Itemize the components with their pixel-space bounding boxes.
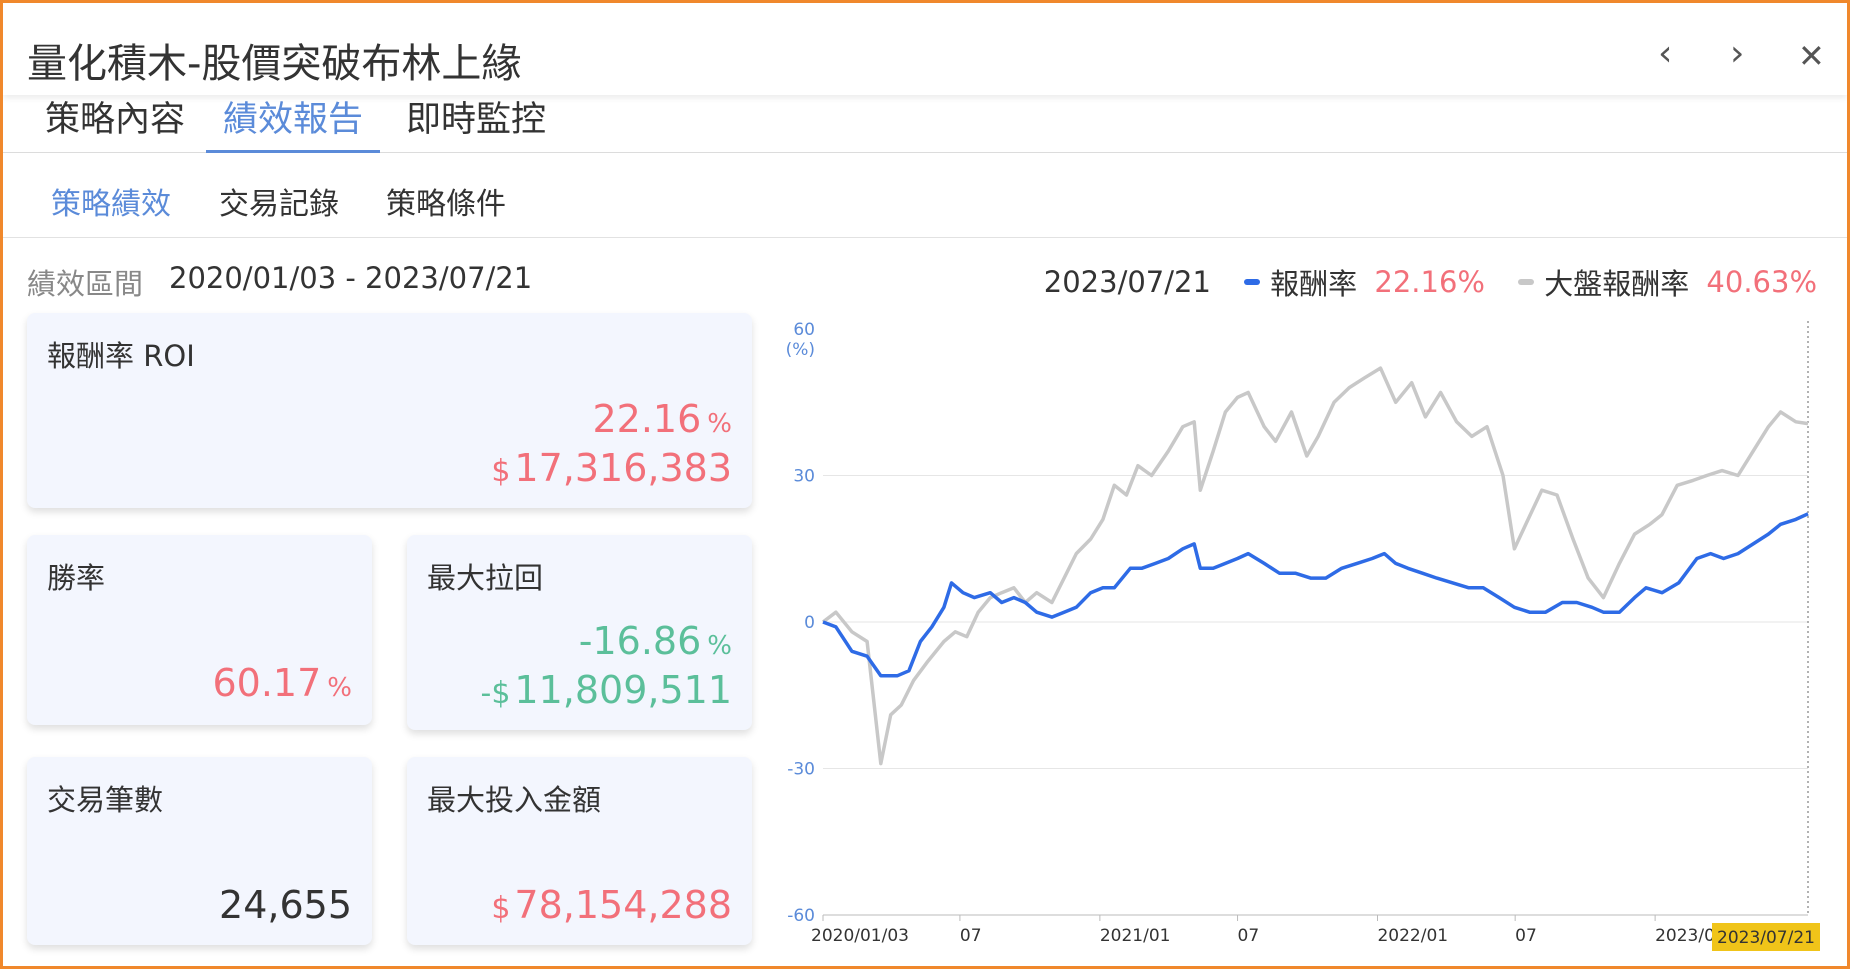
trade-count-value: 24,655 bbox=[219, 883, 352, 927]
legend-strategy-swatch bbox=[1244, 279, 1261, 285]
y-tick-label: -30 bbox=[787, 760, 815, 780]
win-rate-label: 勝率 bbox=[47, 561, 106, 595]
max-investment-amount: $78,154,288 bbox=[491, 883, 732, 927]
roi-percent-value: 22.16 bbox=[592, 397, 702, 441]
y-tick-label: -60 bbox=[787, 906, 815, 926]
max-drawdown-percent: -16.86% bbox=[579, 619, 732, 663]
strategy-return-line bbox=[822, 512, 1809, 678]
max-investment-value: 78,154,288 bbox=[514, 883, 732, 927]
close-icon[interactable]: ✕ bbox=[1798, 37, 1825, 75]
max-drawdown-amount-value: 11,809,511 bbox=[514, 668, 732, 712]
chevron-left-icon[interactable]: ‹ bbox=[1658, 33, 1673, 74]
x-tick-label: 07 bbox=[1515, 926, 1537, 946]
subtab-strategy-conditions[interactable]: 策略條件 bbox=[386, 187, 506, 222]
max-drawdown-amount: -$ 11,809,511 bbox=[481, 668, 733, 712]
tab-strategy-content[interactable]: 策略內容 bbox=[45, 100, 186, 140]
max-drawdown-label: 最大拉回 bbox=[427, 561, 544, 595]
win-rate-value: 60.17 bbox=[212, 661, 322, 705]
highlight-date-badge bbox=[1712, 923, 1820, 951]
roi-percent: 22.16% bbox=[592, 397, 732, 441]
max-investment-dollar-sign: $ bbox=[491, 891, 511, 926]
roi-dollar-sign: $ bbox=[491, 454, 511, 489]
window-title: 量化積木-股價突破布林上緣 bbox=[27, 41, 522, 87]
period-label: 績效區間 bbox=[27, 267, 144, 301]
legend-date: 2023/07/21 bbox=[1043, 265, 1211, 299]
chevron-right-icon[interactable]: › bbox=[1730, 33, 1745, 74]
x-tick-label: 2020/01/03 bbox=[811, 926, 909, 946]
legend-market-value: 40.63% bbox=[1706, 265, 1817, 299]
legend-strategy-label: 報酬率 bbox=[1270, 267, 1358, 301]
legend-market-label: 大盤報酬率 bbox=[1544, 267, 1690, 301]
sub-tabs: 策略績效 交易記錄 策略條件 bbox=[3, 153, 1847, 238]
subtab-strategy-performance[interactable]: 策略績效 bbox=[51, 187, 171, 222]
max-investment-card: 最大投入金額 $78,154,288 bbox=[407, 757, 752, 945]
main-tabs: 策略內容 績效報告 即時監控 bbox=[3, 95, 1847, 153]
subtab-trade-records[interactable]: 交易記錄 bbox=[219, 187, 339, 222]
tab-performance-report[interactable]: 績效報告 bbox=[206, 95, 381, 153]
x-tick-label: 2022/01 bbox=[1377, 926, 1448, 946]
y-unit-label: (%) bbox=[786, 340, 815, 360]
x-tick-label: 07 bbox=[1238, 926, 1260, 946]
x-tick-label: 2023/0 bbox=[1655, 926, 1715, 946]
trade-count-card: 交易筆數 24,655 bbox=[27, 757, 372, 945]
win-rate-card: 勝率 60.17% bbox=[27, 535, 372, 725]
tab-realtime-monitor[interactable]: 即時監控 bbox=[406, 100, 547, 140]
roi-card: 報酬率 ROI 22.16% $17,316,383 bbox=[27, 313, 752, 508]
max-drawdown-card: 最大拉回 -16.86% -$ 11,809,511 bbox=[407, 535, 752, 730]
max-drawdown-dollar-sign: -$ bbox=[480, 676, 511, 711]
chart-svg[interactable]: 60 30 0 -30 -60 (%) 2020/01/03 07 2021/01 07 2022/… bbox=[783, 309, 1847, 966]
legend-strategy-value: 22.16% bbox=[1374, 265, 1485, 299]
performance-chart[interactable]: 60 30 0 -30 -60 (%) 2020/01/03 07 2021/01 07 2022/… bbox=[783, 309, 1847, 966]
trade-count-label: 交易筆數 bbox=[47, 783, 164, 817]
x-tick-label: 2021/01 bbox=[1100, 926, 1171, 946]
max-drawdown-unit: % bbox=[707, 631, 732, 661]
y-tick-label: 60 bbox=[793, 320, 815, 340]
chart-legend: 2023/07/21 報酬率 22.16% 大盤報酬率 40.63% bbox=[1044, 261, 1817, 303]
highlight-date-label: 2023/07/21 bbox=[1717, 928, 1815, 948]
roi-percent-unit: % bbox=[707, 409, 732, 439]
period-value: 2020/01/03 - 2023/07/21 bbox=[169, 261, 533, 295]
roi-amount: $17,316,383 bbox=[491, 446, 732, 490]
roi-label: 報酬率 ROI bbox=[47, 339, 195, 373]
roi-amount-value: 17,316,383 bbox=[514, 446, 732, 490]
win-rate-percent: 60.17% bbox=[212, 661, 352, 705]
max-investment-label: 最大投入金額 bbox=[427, 783, 602, 817]
y-tick-label: 30 bbox=[793, 467, 815, 487]
max-drawdown-percent-value: -16.86 bbox=[578, 619, 702, 663]
y-tick-label: 0 bbox=[804, 613, 815, 633]
x-tick-label: 07 bbox=[960, 926, 982, 946]
win-rate-unit: % bbox=[327, 673, 352, 703]
legend-market-swatch bbox=[1518, 279, 1535, 285]
market-return-line bbox=[821, 366, 1809, 766]
title-bar: 量化積木-股價突破布林上緣 ‹ › ✕ bbox=[3, 3, 1847, 95]
